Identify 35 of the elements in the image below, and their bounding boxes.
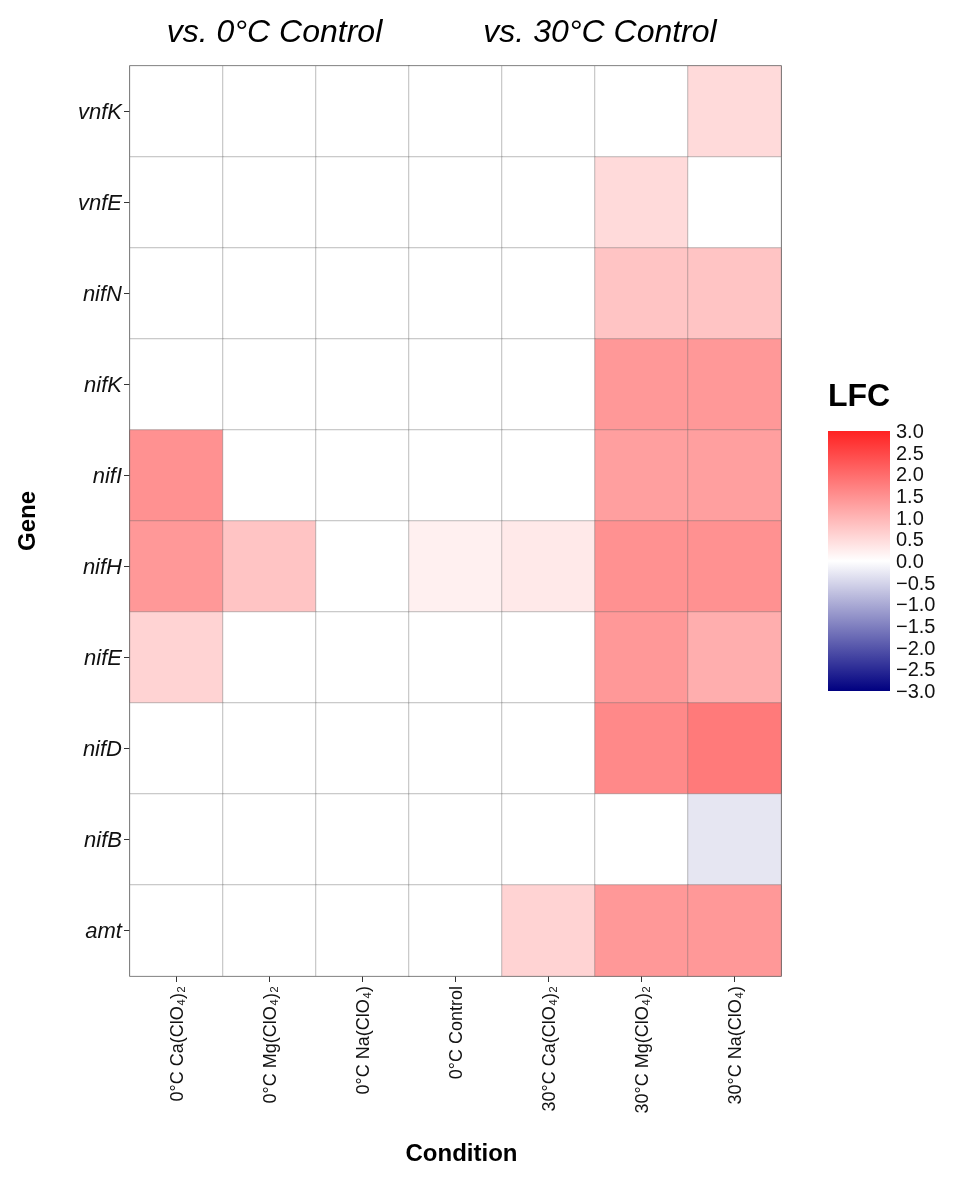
y-tick-label: nifK <box>84 372 124 397</box>
y-tick-label: nifB <box>84 827 122 852</box>
color-bar-label: 1.0 <box>896 506 924 529</box>
y-tick-label: nifD <box>82 736 123 761</box>
y-tick-label: vnfK <box>77 99 124 124</box>
x-tick-label: 30°C Mg(ClO₄)₂ <box>631 985 652 1114</box>
color-bar-label: −2.5 <box>896 658 936 681</box>
color-bar-label: −2.0 <box>896 636 936 659</box>
y-tick-label: amt <box>85 918 123 943</box>
y-axis-title: Gene <box>12 490 40 552</box>
color-bar-label: 0.0 <box>896 550 924 572</box>
x-tick-label: 30°C Na(ClO₄) <box>724 986 745 1105</box>
y-tick-label: nifH <box>82 554 123 579</box>
y-tick-label: nifN <box>82 281 123 306</box>
y-tick-label: nifI <box>92 463 122 488</box>
x-tick-label: 0°C Mg(ClO₄)₂ <box>259 986 280 1104</box>
text: vs. 0°C Control <box>166 13 384 49</box>
color-bar-label: −1.5 <box>896 615 936 637</box>
color-bar-label: −3.0 <box>896 680 936 702</box>
color-bar-label: −0.5 <box>896 571 936 594</box>
y-tick-label: nifE <box>84 645 123 670</box>
color-bar-label: 3.0 <box>896 420 924 442</box>
x-tick-label: 0°C Na(ClO₄) <box>352 986 373 1095</box>
color-bar-label: 2.5 <box>896 441 924 464</box>
color-bar-label: 1.5 <box>896 485 924 507</box>
x-axis-title: Condition <box>405 1138 518 1166</box>
y-tick-label: vnfE <box>77 190 123 215</box>
x-tick-label: 0°C Control <box>445 986 466 1080</box>
text: vs. 30°C Control <box>483 13 718 49</box>
color-bar-title: LFC <box>828 377 891 413</box>
x-tick-label: 0°C Ca(ClO₄)₂ <box>166 985 187 1102</box>
x-tick-label: 30°C Ca(ClO₄)₂ <box>538 986 559 1112</box>
color-bar-label: −1.0 <box>896 593 936 616</box>
color-bar-label: 2.0 <box>896 463 924 486</box>
color-bar-label: 0.5 <box>896 528 924 551</box>
